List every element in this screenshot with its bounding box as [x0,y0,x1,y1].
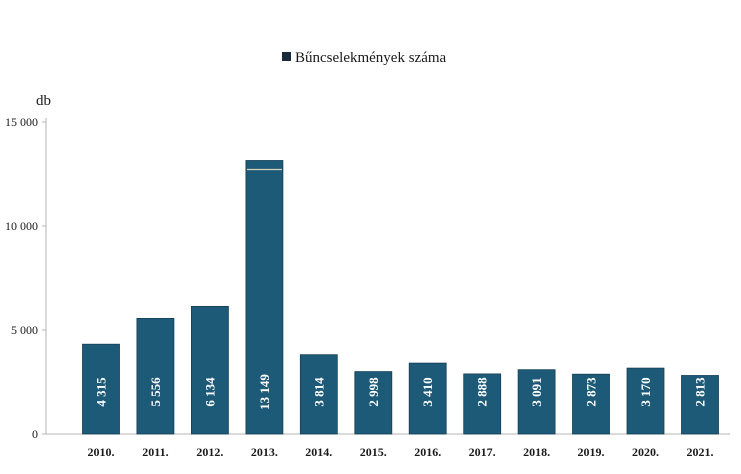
legend-label: Bűncselekmények száma [295,50,447,66]
bar-value-label: 2 998 [366,377,381,407]
legend-marker [282,52,291,61]
bar [190,305,229,435]
bar-value-label: 4 315 [94,377,109,407]
bar [299,354,338,435]
bar-value-label: 3 410 [420,377,435,406]
x-tick-label: 2018. [523,445,550,459]
bar [82,343,120,435]
x-tick-label: 2012. [196,445,223,459]
bar [245,160,284,435]
bar-value-label: 5 556 [148,377,163,407]
bar-value-label: 2 888 [475,377,490,407]
x-tick-label: 2014. [305,445,332,459]
x-tick-label: 2021. [686,445,713,459]
bar-value-label: 2 813 [692,377,707,407]
bar-value-label: 2 873 [584,377,599,407]
bar-value-label: 3 091 [529,377,544,406]
bar [463,373,502,435]
y-axis-ticks: 0 5 000 10 000 15 000 [5,115,46,441]
bar-value-label: 6 134 [202,377,217,407]
y-tick-label: 5 000 [11,323,38,337]
x-tick-label: 2020. [632,445,659,459]
bar-value-label: 13 149 [257,374,272,410]
bar [408,362,447,435]
y-axis-unit-label: db [36,93,51,109]
x-tick-label: 2011. [142,445,168,459]
x-tick-label: 2019. [578,445,605,459]
bar [517,369,556,435]
x-tick-label: 2010. [88,445,115,459]
x-tick-label: 2017. [469,445,496,459]
bar [626,367,665,435]
x-tick-label: 2013. [251,445,278,459]
bar [681,375,719,435]
bar-value-label: 3 814 [311,377,326,407]
bar [354,371,393,435]
bars: 4 315 5 556 6 134 13 149 3 814 2 998 3 410 2 88… [82,160,719,435]
y-tick-label: 15 000 [5,115,38,129]
y-tick-label: 10 000 [5,219,38,233]
x-tick-label: 2016. [414,445,441,459]
bar-value-label: 3 170 [638,377,653,406]
bar [136,317,175,435]
legend: Bűncselekmények száma [282,50,447,66]
x-axis-ticks: 2010. 2011. 2012. 2013. 2014. 2015. 2016. 2017.… [88,445,714,459]
x-tick-label: 2015. [360,445,387,459]
bar [572,373,610,435]
y-tick-label: 0 [32,427,38,441]
